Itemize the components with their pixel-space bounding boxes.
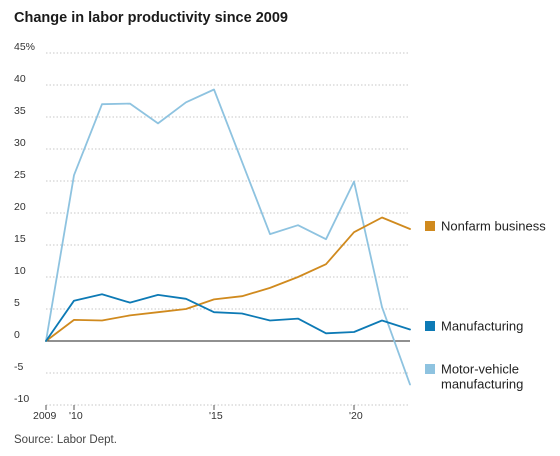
series-line-motor-vehicle-manufacturing [45, 88, 411, 386]
x-tick-label: '10 [69, 410, 83, 422]
x-tick-label: '15 [209, 410, 223, 422]
series-line-manufacturing [45, 293, 411, 342]
y-tick-label: 20 [14, 201, 26, 213]
x-axis: 2009 '10 '15 '20 [33, 405, 363, 422]
legend-label: Manufacturing [441, 319, 523, 334]
y-tick-label: 15 [14, 233, 26, 245]
legend-label: Motor-vehicle [441, 362, 519, 377]
legend-swatch [425, 364, 435, 374]
y-tick-label: -5 [14, 361, 23, 373]
y-tick-label: 30 [14, 137, 26, 149]
legend-label: Nonfarm business [441, 219, 546, 234]
y-tick-label: 35 [14, 105, 26, 117]
legend-swatch [425, 321, 435, 331]
series-line-nonfarm-business [45, 216, 411, 342]
x-tick-label: 2009 [33, 410, 57, 422]
y-tick-label: -10 [14, 393, 29, 405]
legend-label: manufacturing [441, 377, 523, 392]
y-tick-label: 40 [14, 73, 26, 85]
y-tick-label: 45% [14, 41, 35, 53]
source-note: Source: Labor Dept. [14, 434, 117, 446]
y-tick-label: 5 [14, 297, 20, 309]
legend-swatch [425, 221, 435, 231]
x-tick-label: '20 [349, 410, 363, 422]
y-tick-label: 0 [14, 329, 20, 341]
y-tick-label: 25 [14, 169, 26, 181]
chart-title: Change in labor productivity since 2009 [14, 10, 288, 26]
grid [46, 52, 410, 406]
legend: Nonfarm business Manufacturing Motor-vehic… [425, 219, 546, 392]
y-tick-label: 10 [14, 265, 26, 277]
series-lines [45, 88, 411, 386]
y-axis-labels: 45% 40 35 30 25 20 15 10 5 0 -5 -10 [14, 41, 35, 405]
